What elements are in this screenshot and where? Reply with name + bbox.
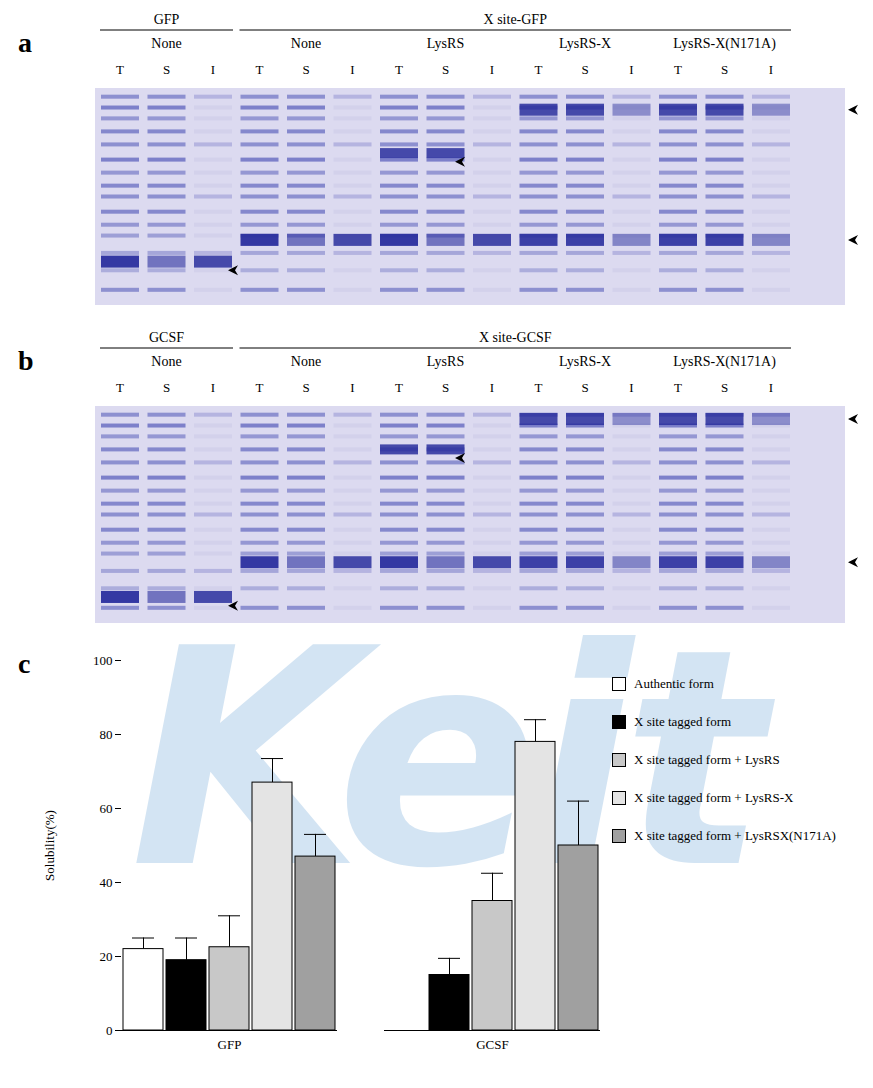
svg-text:T: T: [535, 62, 543, 77]
html-text:Authentic form: Authentic form: [634, 676, 714, 691]
svg-text:20: 20: [100, 949, 113, 964]
html-text:c: c: [18, 648, 31, 679]
svg-text:S: S: [163, 380, 170, 395]
svg-text:40: 40: [100, 875, 113, 890]
svg-text:T: T: [395, 380, 403, 395]
svg-text:T: T: [116, 380, 124, 395]
svg-text:I: I: [769, 62, 773, 77]
svg-text:T: T: [535, 380, 543, 395]
html-text:Keit: Keit: [130, 585, 756, 934]
svg-text:LysRS: LysRS: [427, 36, 464, 51]
svg-text:S: S: [581, 62, 588, 77]
svg-text:X site-GCSF: X site-GCSF: [479, 330, 552, 345]
svg-text:T: T: [256, 380, 264, 395]
html-text:X site tagged form: X site tagged form: [634, 714, 732, 729]
html-text:X site tagged form + LysRSX(N1: X site tagged form + LysRSX(N171A): [634, 828, 836, 843]
svg-text:GFP: GFP: [154, 12, 180, 27]
svg-text:100: 100: [93, 653, 113, 668]
svg-text:None: None: [291, 354, 321, 369]
svg-text:None: None: [291, 36, 321, 51]
svg-text:I: I: [629, 380, 633, 395]
svg-text:GCSF: GCSF: [149, 330, 184, 345]
svg-text:I: I: [211, 62, 215, 77]
svg-text:GFP: GFP: [218, 1037, 242, 1052]
svg-text:None: None: [151, 354, 181, 369]
html-text:X site tagged form + LysRS-X: X site tagged form + LysRS-X: [634, 790, 794, 805]
svg-text:T: T: [674, 62, 682, 77]
svg-text:S: S: [163, 62, 170, 77]
svg-text:Solubility(%): Solubility(%): [42, 810, 57, 881]
svg-text:S: S: [721, 62, 728, 77]
svg-text:LysRS-X(N171A): LysRS-X(N171A): [673, 36, 776, 52]
svg-text:S: S: [302, 380, 309, 395]
svg-text:I: I: [490, 62, 494, 77]
svg-text:I: I: [629, 62, 633, 77]
svg-text:LysRS-X(N171A): LysRS-X(N171A): [673, 354, 776, 370]
svg-text:I: I: [211, 380, 215, 395]
svg-text:S: S: [442, 380, 449, 395]
svg-text:a: a: [18, 27, 32, 58]
svg-text:0: 0: [106, 1023, 113, 1038]
svg-text:LysRS-X: LysRS-X: [559, 354, 611, 369]
svg-text:S: S: [302, 62, 309, 77]
svg-text:S: S: [721, 380, 728, 395]
svg-text:T: T: [395, 62, 403, 77]
svg-text:I: I: [350, 380, 354, 395]
svg-text:b: b: [18, 345, 34, 376]
html-text:X site tagged form + LysRS: X site tagged form + LysRS: [634, 752, 780, 767]
svg-text:T: T: [674, 380, 682, 395]
svg-text:S: S: [581, 380, 588, 395]
svg-text:T: T: [116, 62, 124, 77]
svg-text:I: I: [490, 380, 494, 395]
svg-text:LysRS: LysRS: [427, 354, 464, 369]
svg-text:LysRS-X: LysRS-X: [559, 36, 611, 51]
svg-text:X site-GFP: X site-GFP: [484, 12, 548, 27]
svg-text:I: I: [350, 62, 354, 77]
svg-text:None: None: [151, 36, 181, 51]
svg-text:T: T: [256, 62, 264, 77]
svg-text:60: 60: [100, 801, 113, 816]
svg-text:S: S: [442, 62, 449, 77]
svg-text:I: I: [769, 380, 773, 395]
svg-text:80: 80: [100, 727, 113, 742]
svg-text:GCSF: GCSF: [476, 1037, 509, 1052]
